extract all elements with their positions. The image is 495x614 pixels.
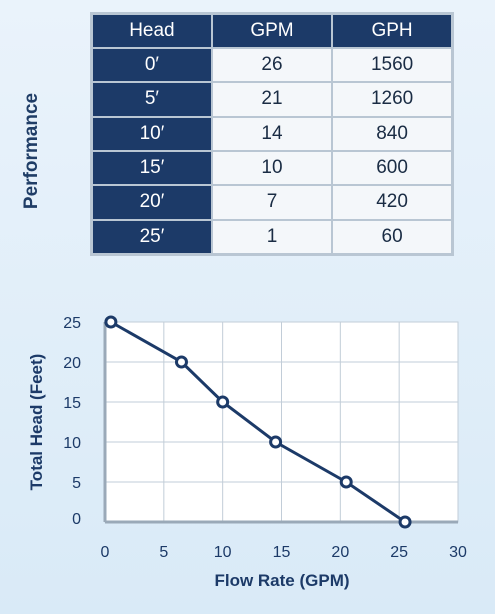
header-gpm: GPM — [210, 12, 334, 49]
gpm-cell: 26 — [210, 46, 334, 84]
data-point — [104, 315, 118, 329]
data-point — [398, 515, 412, 529]
chart-series — [104, 315, 412, 529]
x-axis-label: Flow Rate (GPM) — [214, 571, 349, 590]
table-row: 5′ 21 1260 — [90, 81, 454, 118]
table-row: 25′ 1 60 — [90, 218, 454, 256]
x-tick-label: 0 — [101, 544, 110, 561]
performance-chart: 0 5 10 15 20 25 30 0 5 10 15 20 25 Flow Rate (GPM) T… — [27, 315, 467, 590]
table-row: 20′ 7 420 — [90, 184, 454, 221]
header-gph: GPH — [331, 12, 454, 49]
gpm-cell: 7 — [210, 184, 334, 221]
head-cell: 15′ — [90, 149, 213, 187]
head-cell: 10′ — [90, 115, 213, 152]
gph-cell: 1560 — [331, 46, 454, 84]
y-axis-label: Total Head (Feet) — [27, 354, 46, 491]
head-cell: 25′ — [90, 218, 213, 256]
x-tick-label: 25 — [390, 544, 408, 561]
gph-cell: 600 — [331, 149, 454, 187]
series-line — [110, 320, 406, 524]
x-tick-label: 10 — [214, 544, 232, 561]
data-point — [216, 395, 230, 409]
gph-cell: 1260 — [331, 81, 454, 118]
gph-cell: 840 — [331, 115, 454, 152]
x-tick-label: 5 — [159, 544, 168, 561]
y-tick-label: 0 — [72, 511, 81, 528]
gpm-cell: 1 — [210, 218, 334, 256]
gpm-cell: 10 — [210, 149, 334, 187]
x-tick-label: 15 — [273, 544, 291, 561]
header-head: Head — [90, 12, 213, 49]
gph-cell: 420 — [331, 184, 454, 221]
table-row: 10′ 14 840 — [90, 115, 454, 152]
data-point — [269, 435, 283, 449]
x-tick-label: 20 — [331, 544, 349, 561]
gph-cell: 60 — [331, 218, 454, 256]
y-tick-label: 20 — [63, 355, 81, 372]
y-tick-label: 5 — [72, 475, 81, 492]
y-tick-label: 10 — [63, 435, 81, 452]
gpm-cell: 21 — [210, 81, 334, 118]
gpm-cell: 14 — [210, 115, 334, 152]
x-tick-label: 30 — [449, 544, 467, 561]
y-tick-label: 15 — [63, 395, 81, 412]
table-row: 15′ 10 600 — [90, 149, 454, 187]
table-row: 0′ 26 1560 — [90, 46, 454, 84]
data-point — [339, 475, 353, 489]
chart-tick-labels: 0 5 10 15 20 25 30 0 5 10 15 20 25 — [63, 315, 467, 561]
data-point — [174, 355, 188, 369]
head-cell: 0′ — [90, 46, 213, 84]
head-cell: 5′ — [90, 81, 213, 118]
head-cell: 20′ — [90, 184, 213, 221]
performance-label: Performance — [21, 92, 43, 210]
table-header-row: Head GPM GPH — [90, 12, 454, 49]
performance-table: Head GPM GPH 0′ 26 1560 5′ 21 1260 10′ 1… — [90, 12, 454, 256]
y-tick-label: 25 — [63, 315, 81, 332]
